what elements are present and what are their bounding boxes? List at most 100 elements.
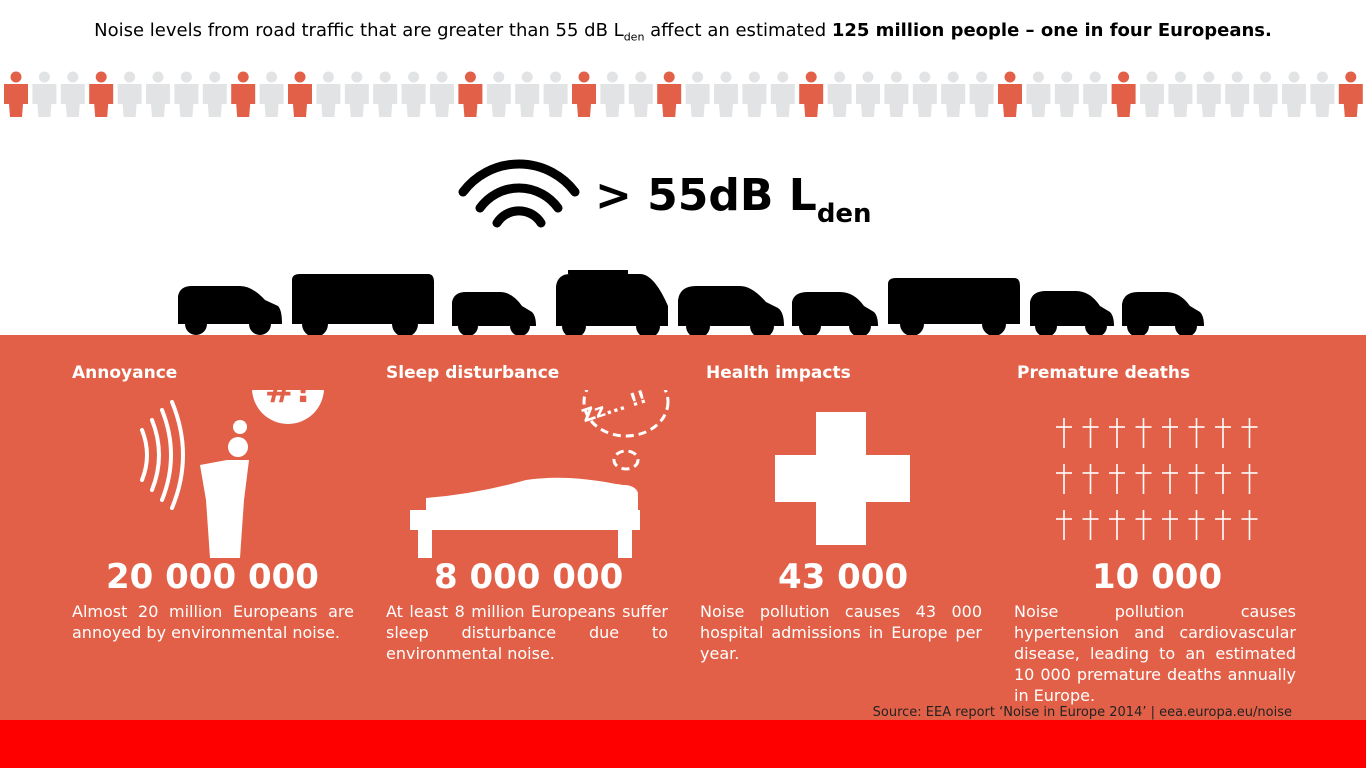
grave-cross <box>1056 418 1072 448</box>
person-icon <box>458 71 483 117</box>
vehicle-icon <box>678 286 784 338</box>
section-title: Annoyance <box>72 363 178 383</box>
grave-cross <box>1135 510 1152 540</box>
person-icon <box>941 71 966 117</box>
vehicle-icon <box>888 278 1020 336</box>
person-icon <box>969 71 994 117</box>
grave-cross <box>1082 464 1099 494</box>
person-icon <box>912 71 937 117</box>
person-icon <box>316 71 341 117</box>
person-icon <box>1026 71 1051 117</box>
person-icon <box>1282 71 1306 117</box>
person-icon <box>856 71 880 117</box>
section-title: Sleep disturbance <box>386 363 560 383</box>
section-text: Noise pollution causes hypertension and … <box>1014 602 1296 705</box>
noise-threshold-text: > 55dB L <box>595 170 817 221</box>
grave-cross <box>1162 418 1178 448</box>
grave-cross <box>1215 510 1231 540</box>
vehicle-icon <box>792 292 878 337</box>
section-title: Premature deaths <box>1017 363 1191 383</box>
person-icon <box>600 71 625 117</box>
grave-cross <box>1162 510 1178 540</box>
grave-cross <box>1188 418 1205 448</box>
person-icon <box>1196 71 1221 117</box>
noise-threshold-label: > 55dB Lden <box>595 170 872 229</box>
section-number: 43 000 <box>778 557 909 597</box>
sleeping-person-icon: Zz... !! <box>410 390 670 558</box>
headline-emphasis: 125 million people – one in four Europea… <box>831 20 1272 41</box>
person-icon <box>714 71 738 117</box>
person-icon <box>799 71 824 117</box>
person-icon <box>288 71 312 117</box>
person-icon <box>430 71 454 117</box>
vehicle-icon <box>452 292 536 336</box>
person-icon <box>770 71 795 117</box>
grave-cross <box>1109 510 1125 540</box>
annoyance-bubble-text: #! <box>265 390 312 411</box>
person-icon <box>685 71 710 117</box>
section-text: Almost 20 million Europeans are annoyed … <box>72 602 354 642</box>
section-annoyance: Annoyance #! 20 000 000 Almost 20 millio… <box>72 335 372 720</box>
person-icon <box>657 71 682 117</box>
person-icon <box>827 71 852 117</box>
grave-cross <box>1135 418 1152 448</box>
person-icon <box>1168 71 1193 117</box>
person-icon <box>1140 71 1164 117</box>
grave-cross <box>1162 464 1178 494</box>
section-premature-deaths: Premature deaths 10 000 Noise pollution … <box>1014 335 1314 720</box>
person-icon <box>202 71 227 117</box>
grave-cross-icon <box>1056 418 1258 540</box>
sound-waves-icon <box>458 159 580 228</box>
person-icon <box>486 71 511 117</box>
person-icon <box>1054 71 1079 117</box>
grave-cross <box>1188 510 1205 540</box>
headline-lead: Noise levels from road traffic that are … <box>94 20 624 41</box>
source-credit: Source: EEA report ‘Noise in Europe 2014… <box>872 705 1292 720</box>
grave-cross <box>1241 464 1258 494</box>
person-icon <box>1253 71 1278 117</box>
person-icon <box>1310 71 1335 117</box>
person-icon <box>1338 71 1363 117</box>
person-icon <box>1225 71 1250 117</box>
person-icon <box>572 71 596 117</box>
headline-lead-sub: den <box>623 30 645 44</box>
headline: Noise levels from road traffic that are … <box>0 20 1366 44</box>
person-icon <box>515 71 540 117</box>
section-title: Health impacts <box>706 363 851 383</box>
vehicle-icon <box>1030 291 1114 337</box>
grave-cross <box>1082 510 1099 540</box>
vehicle-icon <box>178 286 282 335</box>
statistics-panel: Annoyance #! 20 000 000 Almost 20 millio… <box>0 335 1366 720</box>
noise-threshold-sub: den <box>816 199 872 229</box>
grave-cross <box>1241 418 1258 448</box>
person-icon <box>1111 71 1136 117</box>
vehicle-icon <box>292 274 434 337</box>
grave-cross <box>1135 464 1152 494</box>
section-number: 20 000 000 <box>106 557 319 597</box>
person-icon <box>4 71 28 117</box>
people-row <box>4 71 1363 117</box>
person-icon <box>89 71 114 117</box>
person-icon <box>998 71 1022 117</box>
grave-cross <box>1188 464 1205 494</box>
grave-cross <box>1241 510 1258 540</box>
section-health-impacts: Health impacts 43 000 Noise pollution ca… <box>700 335 1000 720</box>
section-text: Noise pollution causes 43 000 hospital a… <box>700 602 982 663</box>
headline-middle: affect an estimated <box>644 20 832 41</box>
person-icon <box>174 71 199 117</box>
annoyed-person-icon: #! <box>140 390 324 558</box>
section-number: 10 000 <box>1092 557 1223 597</box>
person-icon <box>32 71 57 117</box>
noise-threshold: > 55dB Lden <box>455 158 875 248</box>
person-icon <box>543 71 568 117</box>
grave-cross <box>1082 418 1099 448</box>
person-icon <box>259 71 284 117</box>
grave-cross <box>1109 464 1125 494</box>
person-icon <box>373 71 398 117</box>
grave-cross <box>1056 510 1072 540</box>
person-icon <box>60 71 85 117</box>
person-icon <box>344 71 369 117</box>
section-number: 8 000 000 <box>434 557 624 597</box>
medical-cross-icon <box>775 412 910 545</box>
vehicle-row <box>178 270 1204 338</box>
